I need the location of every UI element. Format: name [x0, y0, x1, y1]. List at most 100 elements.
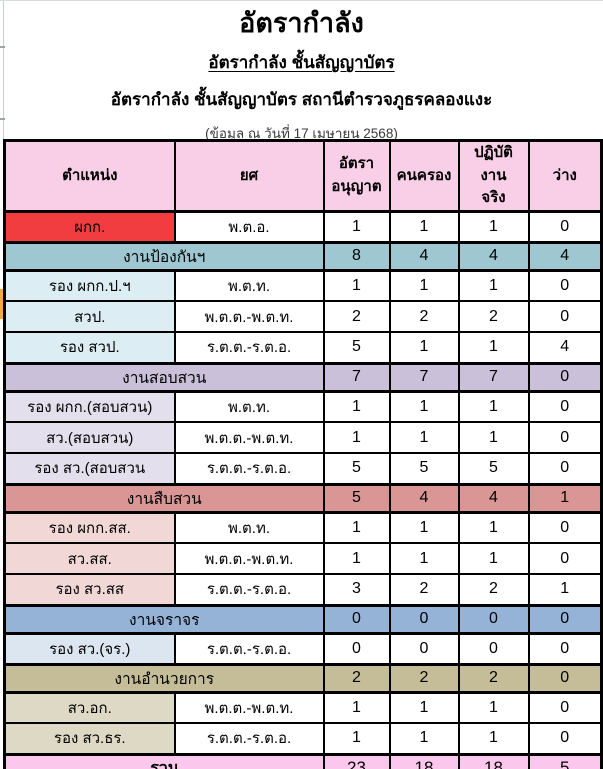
value-cell: 0 [527, 269, 603, 302]
rank-cell: พ.ต.ท. [173, 511, 325, 544]
data-date-note: (ข้อมูล ณ วันที่ 17 เมษายน 2568) [205, 126, 398, 142]
sheet-left-gridline [3, 1, 4, 139]
value-cell: 4 [527, 331, 603, 364]
table-row: รอง สว.(สอบสวน ร.ต.ต.-ร.ต.อ. 5 5 5 0 [3, 452, 603, 485]
value-cell: 1 [527, 573, 603, 606]
value-cell: 4 [388, 240, 460, 272]
value-cell: 1 [457, 210, 530, 243]
value-cell: 1 [388, 421, 460, 454]
value-cell: 1 [457, 542, 530, 575]
rank-cell: พ.ต.ท. [173, 390, 325, 423]
value-cell: 0 [322, 632, 391, 665]
position-cell: สว.อก. [3, 691, 176, 724]
value-cell: 0 [527, 542, 603, 575]
value-cell: 1 [457, 269, 530, 302]
value-cell: 0 [527, 511, 603, 544]
column-header-occupied: คนครอง [388, 139, 460, 213]
value-cell: 0 [527, 421, 603, 454]
table-row: รอง ผกก.ป.ฯ พ.ต.ท. 1 1 1 0 [3, 269, 603, 302]
value-cell: 1 [322, 390, 391, 423]
rank-cell: ร.ต.ต.-ร.ต.อ. [173, 452, 325, 485]
rank-cell: พ.ต.ต.-พ.ต.ท. [173, 300, 325, 333]
rank-cell: พ.ต.ต.-พ.ต.ท. [173, 421, 325, 454]
total-value-cell: 23 [322, 752, 391, 769]
section-row: งานอำนวยการ 2 2 2 0 [3, 662, 603, 694]
value-cell: 0 [457, 603, 530, 635]
value-cell: 4 [457, 240, 530, 272]
sheet-top-gridline [0, 0, 603, 1]
rank-cell: ร.ต.ต.-ร.ต.อ. [173, 331, 325, 364]
rank-cell: ร.ต.ต.-ร.ต.อ. [173, 573, 325, 606]
value-cell: 1 [322, 269, 391, 302]
value-cell: 1 [457, 421, 530, 454]
gridline-tick [0, 46, 5, 48]
value-cell: 0 [527, 452, 603, 485]
value-cell: 7 [388, 361, 460, 393]
section-row: งานสืบสวน 5 4 4 1 [3, 482, 603, 514]
column-header-position: ตำแหน่ง [3, 139, 176, 213]
position-cell: สวป. [3, 300, 176, 333]
position-cell: รอง สว.(สอบสวน [3, 452, 176, 485]
section-label-cell: งานจราจร [3, 603, 325, 635]
value-cell: 3 [322, 573, 391, 606]
section-label-cell: งานสืบสวน [3, 482, 325, 514]
table-row: สวป. พ.ต.ต.-พ.ต.ท. 2 2 2 0 [3, 300, 603, 333]
position-cell: รอง สว.สส [3, 573, 176, 606]
value-cell: 1 [388, 691, 460, 724]
value-cell: 5 [457, 452, 530, 485]
value-cell: 4 [457, 482, 530, 514]
value-cell: 0 [527, 632, 603, 665]
value-cell: 2 [457, 662, 530, 694]
rank-cell: พ.ต.ต.-พ.ต.ท. [173, 542, 325, 575]
section-label-cell: งานสอบสวน [3, 361, 325, 393]
value-cell: 2 [457, 300, 530, 333]
value-cell: 5 [322, 482, 391, 514]
table-row: ผกก. พ.ต.อ. 1 1 1 0 [3, 210, 603, 243]
column-header-actual: ปฏิบัติงาน จริง [457, 139, 530, 213]
position-cell: รอง ผกก.(สอบสวน) [3, 390, 176, 423]
value-cell: 2 [388, 573, 460, 606]
value-cell: 1 [388, 542, 460, 575]
value-cell: 1 [457, 511, 530, 544]
value-cell: 1 [457, 331, 530, 364]
column-header-authorized: อัตรา อนุญาต [322, 139, 391, 213]
position-cell: รอง สวป. [3, 331, 176, 364]
table-row: รอง สว.(จร.) ร.ต.ต.-ร.ต.อ. 0 0 0 0 [3, 632, 603, 665]
position-cell: ผกก. [3, 210, 176, 243]
value-cell: 2 [388, 662, 460, 694]
value-cell: 7 [457, 361, 530, 393]
total-value-cell: 18 [457, 752, 530, 769]
table-header-row: ตำแหน่ง ยศ อัตรา อนุญาต คนครอง ปฏิบัติงาน… [3, 139, 603, 213]
section-row: งานป้องกันฯ 8 4 4 4 [3, 240, 603, 272]
value-cell: 4 [388, 482, 460, 514]
value-cell: 1 [388, 511, 460, 544]
value-cell: 0 [527, 300, 603, 333]
value-cell: 2 [457, 573, 530, 606]
rank-cell: พ.ต.ท. [173, 269, 325, 302]
value-cell: 2 [388, 300, 460, 333]
value-cell: 0 [322, 603, 391, 635]
position-cell: รอง สว.ธร. [3, 722, 176, 755]
row-highlight-marker [0, 289, 3, 319]
value-cell: 5 [388, 452, 460, 485]
table-row: รอง ผกก.(สอบสวน) พ.ต.ท. 1 1 1 0 [3, 390, 603, 423]
section-row: งานจราจร 0 0 0 0 [3, 603, 603, 635]
manpower-table: ตำแหน่ง ยศ อัตรา อนุญาต คนครอง ปฏิบัติงาน… [3, 139, 603, 769]
value-cell: 1 [457, 390, 530, 423]
value-cell: 0 [527, 603, 603, 635]
value-cell: 1 [322, 691, 391, 724]
value-cell: 0 [388, 632, 460, 665]
value-cell: 1 [388, 722, 460, 755]
value-cell: 0 [527, 361, 603, 393]
total-value-cell: 5 [527, 752, 603, 769]
column-header-vacant: ว่าง [527, 139, 603, 213]
value-cell: 1 [322, 722, 391, 755]
value-cell: 0 [527, 210, 603, 243]
rank-cell: พ.ต.ต.-พ.ต.ท. [173, 691, 325, 724]
value-cell: 7 [322, 361, 391, 393]
value-cell: 5 [322, 331, 391, 364]
value-cell: 0 [527, 722, 603, 755]
page-title: อัตรากำลัง [239, 8, 364, 38]
value-cell: 1 [388, 390, 460, 423]
